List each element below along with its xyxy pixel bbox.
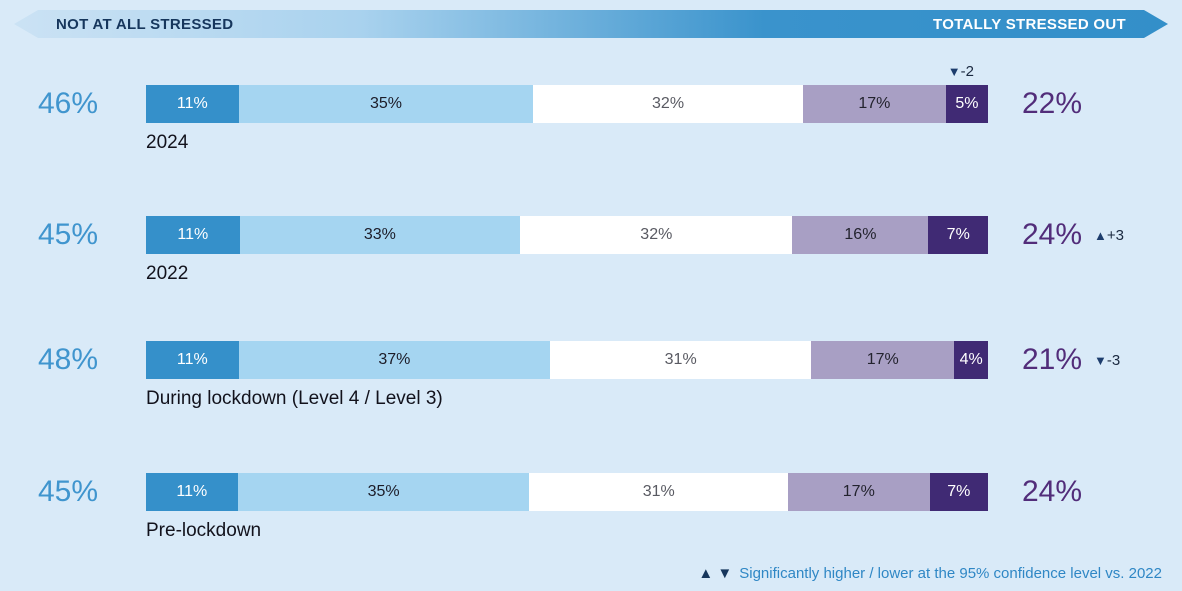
segment-value-label: 11% [176, 483, 208, 500]
category-label: During lockdown (Level 4 / Level 3) [146, 388, 443, 409]
segment-value-label: 4% [959, 351, 983, 368]
stacked-bar: 11% 35% 31% 17% 7% [146, 473, 988, 511]
bar-segment: 7% [928, 216, 988, 254]
bar-segment: 11% [146, 216, 240, 254]
stacked-bar: 11% 37% 31% 17% 4% [146, 341, 989, 379]
segment-value-label: 17% [858, 95, 891, 112]
left-total: 45% [38, 218, 99, 251]
segment-value-label: 32% [640, 226, 673, 243]
triangle-up-icon: ▲ [1094, 227, 1107, 243]
bar-segment: 35% [237, 473, 530, 511]
category-label: 2022 [146, 263, 189, 284]
scale-label-totally-stressed: TOTALLY STRESSED OUT [933, 15, 1126, 33]
bar-segment: 16% [792, 216, 929, 254]
segment-value-label: 31% [664, 351, 697, 368]
left-total: 48% [38, 343, 99, 376]
segment-value-label: 32% [652, 95, 685, 112]
footnote-text: Significantly higher / lower at the 95% … [739, 565, 1162, 582]
bar-segment: 37% [238, 341, 551, 379]
left-total: 46% [38, 87, 99, 120]
annotation-value: -3 [1106, 351, 1121, 369]
bar-column: 11% 33% 32% 16% 7% 2022 [146, 216, 988, 285]
category-label: 2024 [146, 132, 189, 153]
chart-row-2022: 45% 11% 33% 32% 16% 7% 2022 24% ▲+3 [0, 216, 1182, 285]
segment-value-label: 7% [947, 483, 971, 500]
bar-segment: 17% [787, 473, 930, 511]
segment-value-label: 7% [946, 226, 970, 243]
bar-segment: 17% [802, 85, 946, 123]
triangle-down-icon: ▼ [1094, 352, 1107, 368]
stacked-bar: ▼-2 11% 35% 32% 17% 5% [146, 63, 988, 123]
chart-row-pre-lockdown: 45% 11% 35% 31% 17% 7% Pre-lockdown 24% [0, 473, 1182, 542]
bar-segment: 17% [811, 341, 955, 379]
segment-value-label: 37% [378, 351, 411, 368]
right-total: 21% [1022, 343, 1083, 376]
bar-segment: 11% [146, 85, 239, 123]
segment-value-label: 11% [176, 351, 208, 368]
segment-value-label: 17% [842, 483, 875, 500]
segment-value-label: 17% [866, 351, 899, 368]
segment-value-label: 11% [176, 95, 208, 112]
right-total-group: 24% ▲+3 [988, 216, 1124, 254]
bar-segment: 35% [238, 85, 534, 123]
scale-label-not-stressed: NOT AT ALL STRESSED [56, 15, 234, 33]
segment-value-label: 33% [363, 226, 396, 243]
bar-segment: 4% [954, 341, 989, 379]
right-total-group: 22% [988, 85, 1082, 123]
right-total-group: 21% ▼-3 [988, 341, 1120, 379]
significance-footnote: ▲ ▼ Significantly higher / lower at the 9… [698, 565, 1162, 582]
bar-segment: 5% [945, 85, 988, 123]
chart-row-during-lockdown: 48% 11% 37% 31% 17% 4% During lockdown (… [0, 341, 1182, 410]
stress-scale-banner: NOT AT ALL STRESSED TOTALLY STRESSED OUT [14, 10, 1168, 38]
right-total: 24% [1022, 218, 1083, 251]
significance-annotation: ▼-2 [948, 63, 974, 80]
annotation-value: +3 [1106, 226, 1125, 244]
bar-segment: 31% [550, 341, 812, 379]
bar-column: ▼-2 11% 35% 32% 17% 5% 2024 [146, 63, 988, 154]
bar: 11% 35% 32% 17% 5% [146, 85, 988, 123]
annotation-value: -2 [960, 63, 974, 80]
left-total: 45% [38, 475, 99, 508]
significance-annotation: ▲+3 [1094, 227, 1124, 244]
triangle-up-down-icons: ▲ ▼ [698, 565, 733, 582]
segment-value-label: 16% [844, 226, 877, 243]
category-label: Pre-lockdown [146, 520, 262, 541]
bar-segment: 7% [929, 473, 988, 511]
chart-row-2024: 46% ▼-2 11% 35% 32% 17% 5% 2024 22% [0, 63, 1182, 154]
bar: 11% 33% 32% 16% 7% [146, 216, 988, 254]
bar: 11% 37% 31% 17% 4% [146, 341, 989, 379]
stacked-bar: 11% 33% 32% 16% 7% [146, 216, 988, 254]
bar-column: 11% 37% 31% 17% 4% During lockdown (Leve… [146, 341, 989, 410]
bar-segment: 11% [146, 341, 239, 379]
bar-segment: 31% [529, 473, 788, 511]
right-total: 22% [1022, 87, 1083, 120]
significance-annotation: ▼-3 [1094, 352, 1120, 369]
segment-value-label: 5% [955, 95, 979, 112]
bar-column: 11% 35% 31% 17% 7% Pre-lockdown [146, 473, 988, 542]
bar-segment: 11% [146, 473, 238, 511]
bar-segment: 32% [533, 85, 803, 123]
triangle-down-icon: ▼ [947, 64, 961, 79]
bar: 11% 35% 31% 17% 7% [146, 473, 988, 511]
right-total-group: 24% [988, 473, 1082, 511]
bar-segment: 33% [239, 216, 521, 254]
right-total: 24% [1022, 475, 1083, 508]
segment-value-label: 11% [177, 226, 209, 243]
segment-value-label: 35% [369, 95, 402, 112]
bar-segment: 32% [520, 216, 793, 254]
segment-value-label: 31% [642, 483, 675, 500]
segment-value-label: 35% [367, 483, 400, 500]
